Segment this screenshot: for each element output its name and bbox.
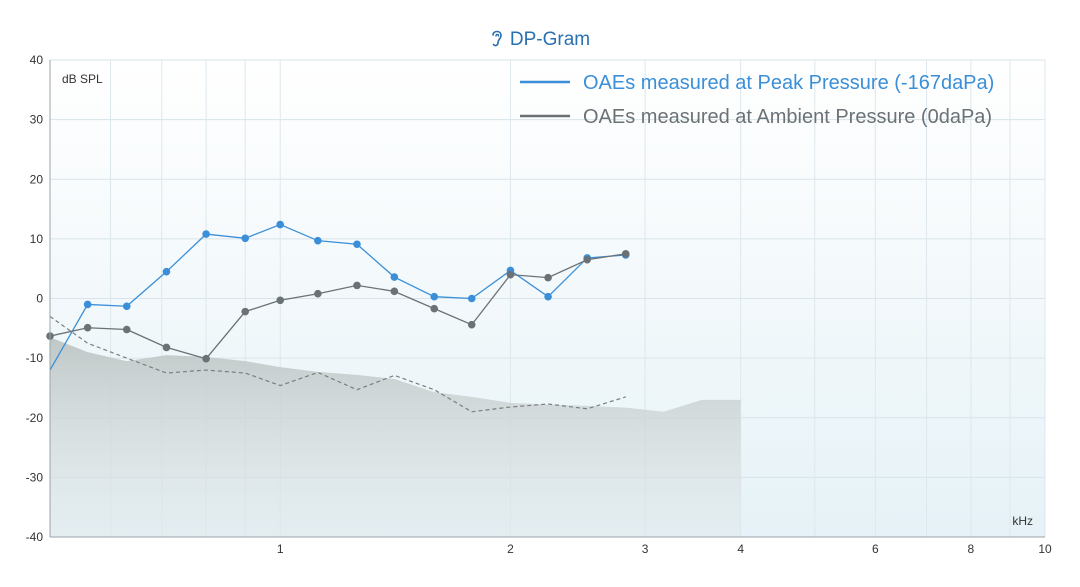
series-line	[49, 223, 626, 371]
data-point	[241, 307, 250, 316]
noise-floor-area	[50, 337, 741, 537]
noise-floor-dashed-line	[49, 315, 626, 413]
x-tick-label: 2	[507, 542, 514, 556]
data-point	[83, 323, 92, 332]
series	[46, 220, 630, 371]
legend: OAEs measured at Peak Pressure (-167daPa…	[520, 72, 994, 128]
x-tick-label: 4	[737, 542, 744, 556]
chart-title-text: DP-Gram	[509, 29, 591, 50]
y-tick-label: 40	[30, 53, 44, 67]
data-point	[314, 236, 322, 245]
data-point	[506, 270, 515, 279]
data-point	[430, 304, 439, 313]
data-point	[621, 249, 630, 258]
data-point	[353, 281, 361, 290]
y-tick-label: -40	[26, 530, 44, 544]
series-line	[49, 253, 626, 360]
data-point	[83, 300, 92, 309]
data-point	[467, 294, 476, 303]
data-point	[276, 220, 285, 229]
legend-label: OAEs measured at Peak Pressure (-167daPa…	[583, 72, 994, 94]
y-tick-label: 20	[30, 172, 44, 186]
data-point	[430, 292, 439, 301]
data-point	[544, 292, 552, 301]
data-point	[162, 267, 171, 276]
y-tick-label: -30	[26, 470, 44, 484]
data-point	[353, 240, 361, 249]
y-tick-label: -20	[26, 411, 44, 425]
data-point	[467, 320, 476, 329]
data-point	[162, 343, 171, 352]
x-tick-label: 8	[968, 542, 975, 556]
y-tick-label: -10	[26, 351, 44, 365]
data-point	[122, 302, 131, 311]
x-axis-label: kHz	[1012, 514, 1033, 528]
chart-title: DP-Gram	[0, 28, 1080, 54]
data-point	[276, 296, 285, 305]
x-tick-label: 10	[1038, 542, 1052, 556]
data-point	[314, 289, 322, 298]
data-point	[241, 234, 250, 243]
y-tick-label: 0	[36, 292, 43, 306]
data-point	[583, 255, 592, 264]
data-point	[390, 273, 399, 281]
data-point	[202, 354, 210, 363]
x-tick-label: 6	[872, 542, 879, 556]
ear-icon	[490, 28, 504, 54]
legend-label: OAEs measured at Ambient Pressure (0daPa…	[583, 106, 992, 128]
x-tick-label: 3	[642, 542, 649, 556]
data-point	[122, 325, 131, 334]
series-peak-pressure	[49, 220, 630, 371]
x-tick-label: 1	[277, 542, 284, 556]
data-point	[390, 287, 399, 296]
series-ambient-pressure	[46, 249, 630, 363]
y-tick-label: 10	[30, 232, 44, 246]
y-tick-label: 30	[30, 113, 44, 127]
y-axis-label: dB SPL	[62, 72, 103, 86]
noise-floor	[49, 315, 741, 537]
data-point	[544, 273, 552, 282]
axes: 40 30 20 10 0 -10 -20 -30 -40 1 2 3 4 6 8 10 dB SPL kHz	[26, 53, 1052, 556]
data-point	[202, 230, 210, 238]
